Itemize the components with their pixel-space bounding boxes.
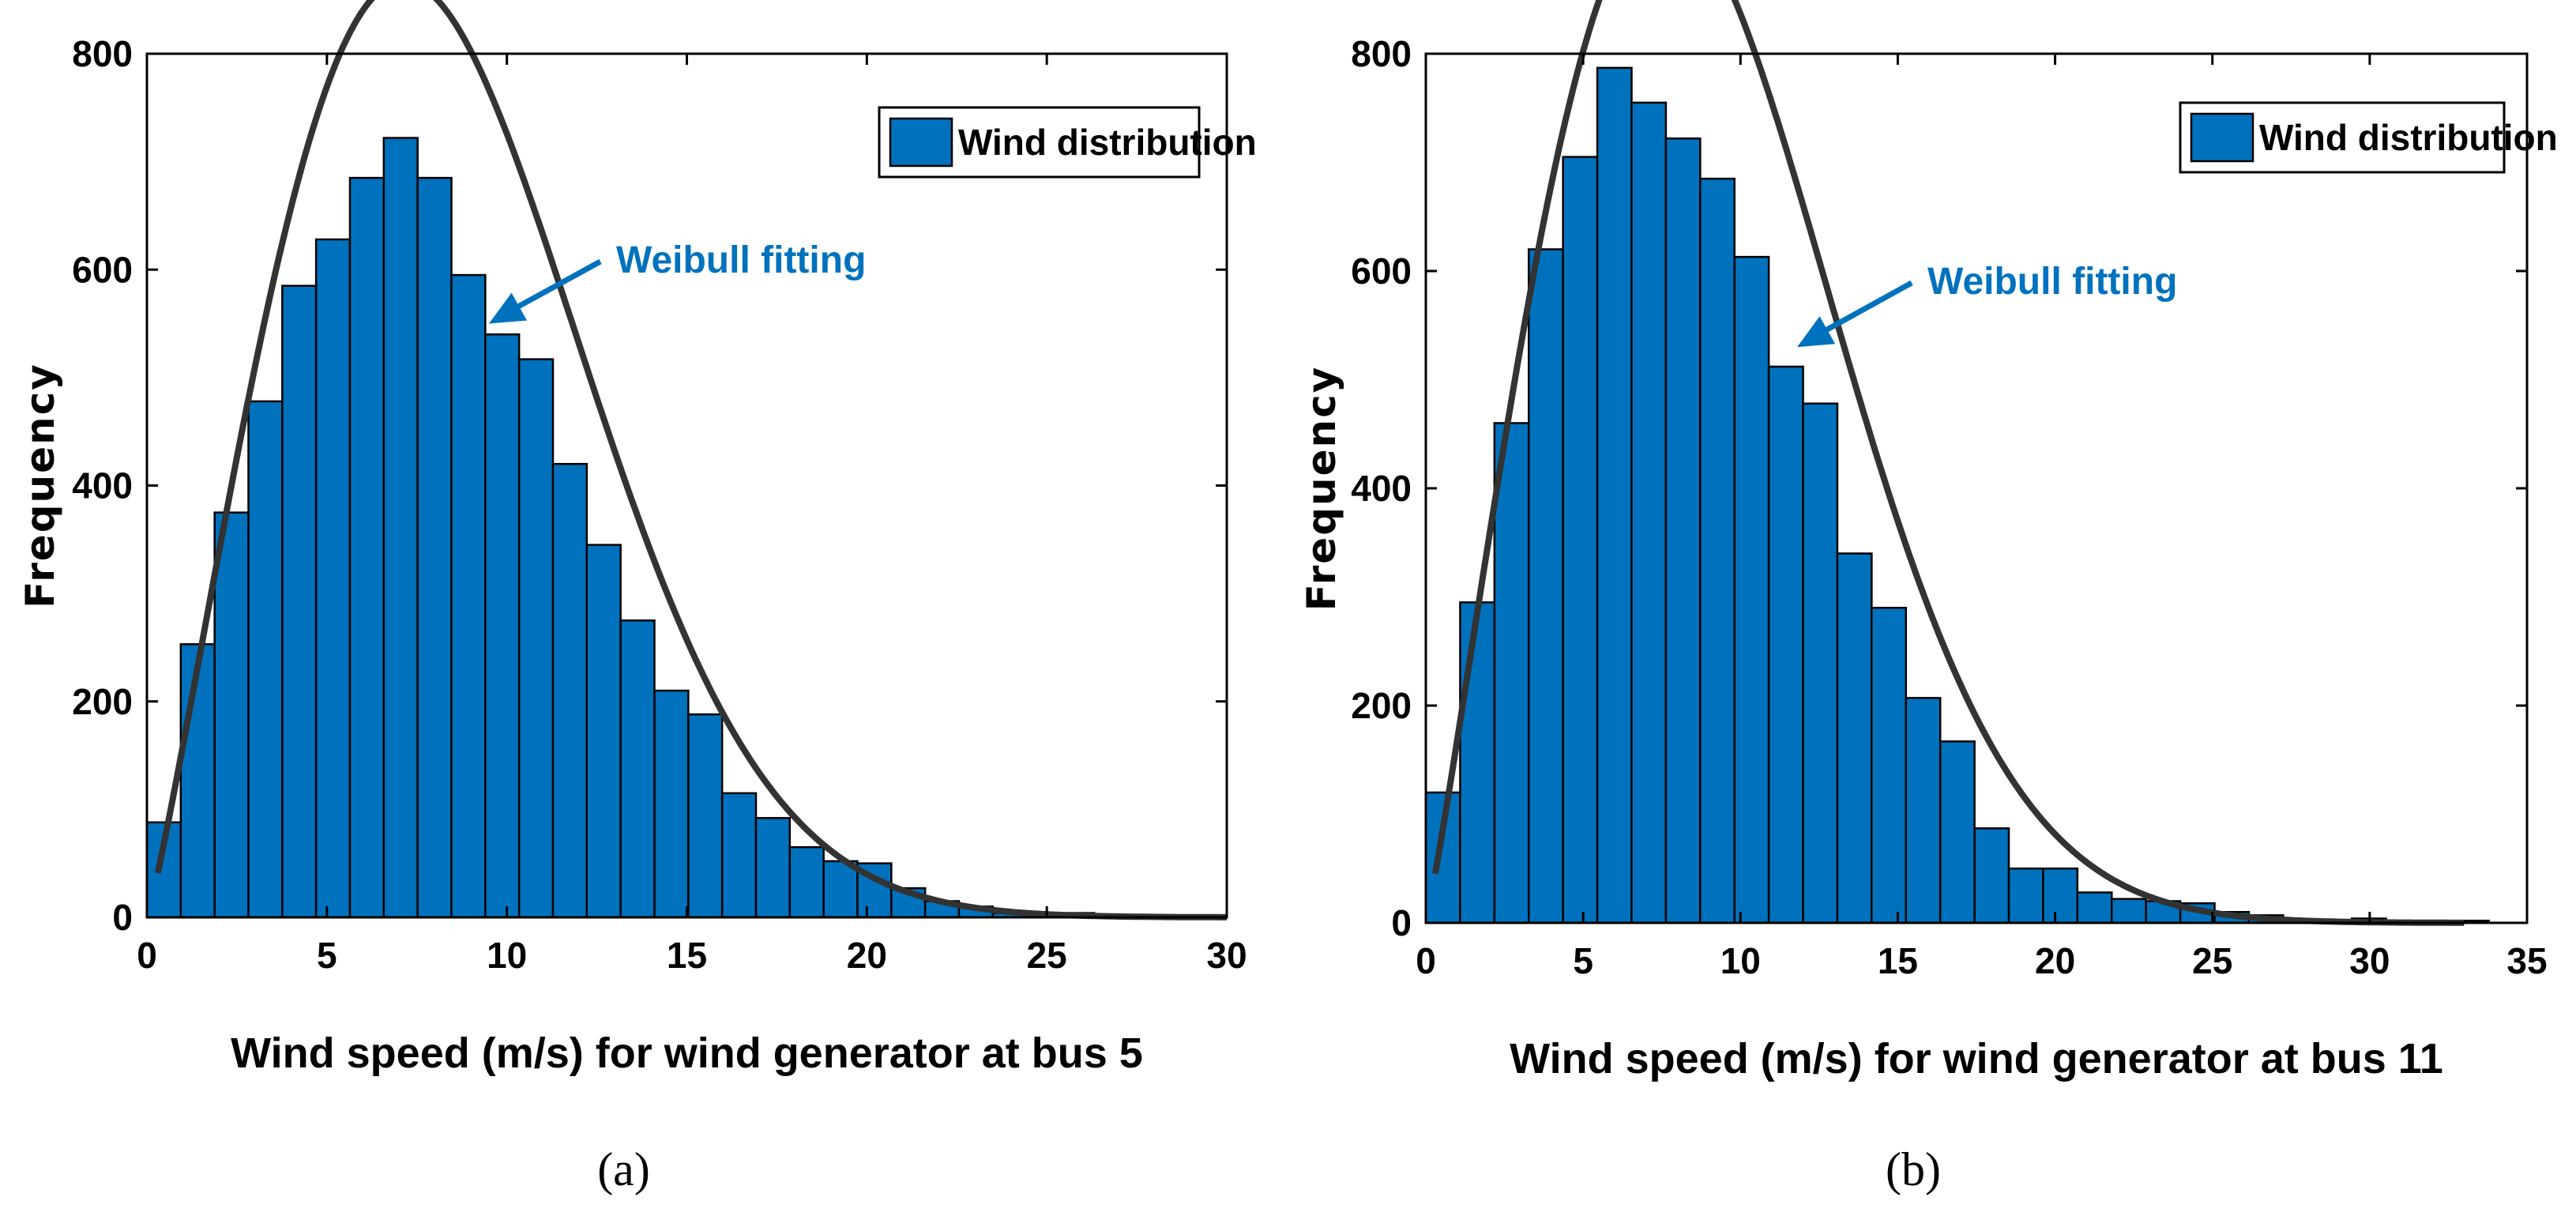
x-tick-label: 20 bbox=[2035, 940, 2075, 981]
histogram-bar bbox=[2076, 891, 2113, 924]
histogram-bar bbox=[720, 792, 758, 919]
histogram-bar bbox=[1493, 422, 1530, 924]
x-tick-label: 0 bbox=[137, 935, 157, 976]
histogram-bar bbox=[213, 511, 250, 919]
legend: Wind distribution bbox=[878, 106, 1257, 179]
weibull-fit-curve bbox=[1431, 0, 2465, 926]
panel-label: (b) bbox=[1886, 1143, 1941, 1195]
histogram-bar bbox=[1630, 101, 1668, 924]
histogram-bar bbox=[348, 176, 385, 919]
histogram-bar bbox=[1699, 177, 1736, 924]
x-tick-label: 25 bbox=[2192, 940, 2232, 981]
annotation-text: Weibull fitting bbox=[616, 239, 866, 281]
histogram-bar bbox=[382, 137, 419, 919]
histogram-bars bbox=[1424, 66, 2491, 924]
histogram-bar bbox=[1767, 365, 1804, 924]
histogram-bar bbox=[822, 860, 859, 919]
x-tick-label: 10 bbox=[1720, 940, 1761, 981]
histogram-bar bbox=[2111, 898, 2147, 924]
histogram-bar bbox=[416, 176, 453, 919]
y-tick-label: 200 bbox=[72, 681, 133, 722]
legend-swatch bbox=[2190, 112, 2254, 163]
y-axis-label: Frequency bbox=[1299, 366, 1344, 612]
histogram-bar bbox=[1905, 697, 1942, 924]
x-tick-label: 5 bbox=[1573, 940, 1593, 981]
x-tick-label: 0 bbox=[1416, 940, 1436, 981]
histogram-bar bbox=[1527, 248, 1564, 924]
y-tick-label: 400 bbox=[1351, 468, 1412, 509]
panel-label: (a) bbox=[597, 1143, 650, 1195]
y-tick-label: 600 bbox=[1351, 250, 1412, 292]
legend-swatch bbox=[889, 117, 953, 168]
x-tick-label: 15 bbox=[1878, 940, 1918, 981]
histogram-bar bbox=[1562, 156, 1599, 924]
histogram-bar bbox=[179, 643, 216, 919]
histogram-bar bbox=[450, 273, 487, 919]
histogram-bar bbox=[281, 284, 318, 919]
histogram-bar bbox=[653, 689, 690, 919]
y-tick-label: 400 bbox=[72, 465, 133, 506]
histogram-bar bbox=[1939, 740, 1976, 924]
histogram-bar bbox=[247, 400, 284, 919]
y-tick-label: 800 bbox=[1351, 33, 1412, 74]
y-tick-label: 600 bbox=[72, 249, 133, 290]
y-tick-label: 200 bbox=[1351, 685, 1412, 726]
histogram-bar bbox=[754, 817, 792, 919]
x-axis-label: Wind speed (m/s) for wind generator at b… bbox=[231, 1030, 1143, 1077]
chart-panel-b: 0 200 400 600 800 0 5 10 15 20 25 30 35 Wind speed (m… bbox=[1299, 0, 2558, 1195]
histogram-bars bbox=[145, 137, 1198, 919]
histogram-bar bbox=[1596, 66, 1633, 924]
histogram-bar bbox=[619, 619, 656, 919]
histogram-bar bbox=[551, 462, 589, 919]
histogram-bar bbox=[1802, 402, 1839, 924]
x-tick-label: 25 bbox=[1027, 935, 1067, 976]
weibull-fit-curve bbox=[154, 0, 1227, 920]
histogram-bar bbox=[484, 333, 521, 919]
annotation-arrow-head bbox=[488, 292, 528, 324]
annotation-arrow-head bbox=[1796, 316, 1836, 348]
y-tick-label: 0 bbox=[1391, 902, 1412, 943]
x-tick-label: 35 bbox=[2506, 940, 2547, 981]
histogram-bar bbox=[2042, 868, 2079, 924]
x-axis-label: Wind speed (m/s) for wind generator at b… bbox=[1510, 1035, 2443, 1082]
histogram-bar bbox=[1973, 827, 2010, 924]
histogram-bar bbox=[1459, 601, 1496, 924]
histogram-bar bbox=[314, 238, 352, 919]
legend-label: Wind distribution bbox=[2259, 117, 2558, 158]
y-axis-label: Frequency bbox=[17, 363, 63, 608]
histogram-bar bbox=[1871, 607, 1908, 924]
histogram-bar bbox=[687, 713, 724, 919]
histogram-bar bbox=[1836, 552, 1873, 924]
annotation-text: Weibull fitting bbox=[1927, 261, 2177, 303]
x-tick-label: 5 bbox=[317, 935, 337, 976]
chart-panel-a: 0 200 400 600 800 0 5 10 15 20 25 30 Wind speed (m/s… bbox=[17, 0, 1257, 1195]
x-tick-label: 20 bbox=[847, 935, 887, 976]
x-tick-label: 30 bbox=[1206, 935, 1247, 976]
histogram-bar bbox=[2007, 868, 2044, 924]
x-tick-label: 10 bbox=[487, 935, 527, 976]
histogram-bar bbox=[517, 358, 555, 919]
histogram-bar bbox=[585, 544, 622, 919]
histogram-bar bbox=[1664, 137, 1702, 924]
legend-label: Wind distribution bbox=[958, 122, 1257, 163]
histogram-bar bbox=[788, 845, 825, 919]
histogram-bar bbox=[1733, 255, 1770, 924]
legend: Wind distribution bbox=[2179, 101, 2558, 174]
y-tick-label: 800 bbox=[72, 33, 133, 74]
x-tick-label: 15 bbox=[667, 935, 707, 976]
x-tick-label: 30 bbox=[2349, 940, 2390, 981]
y-tick-label: 0 bbox=[112, 897, 133, 938]
